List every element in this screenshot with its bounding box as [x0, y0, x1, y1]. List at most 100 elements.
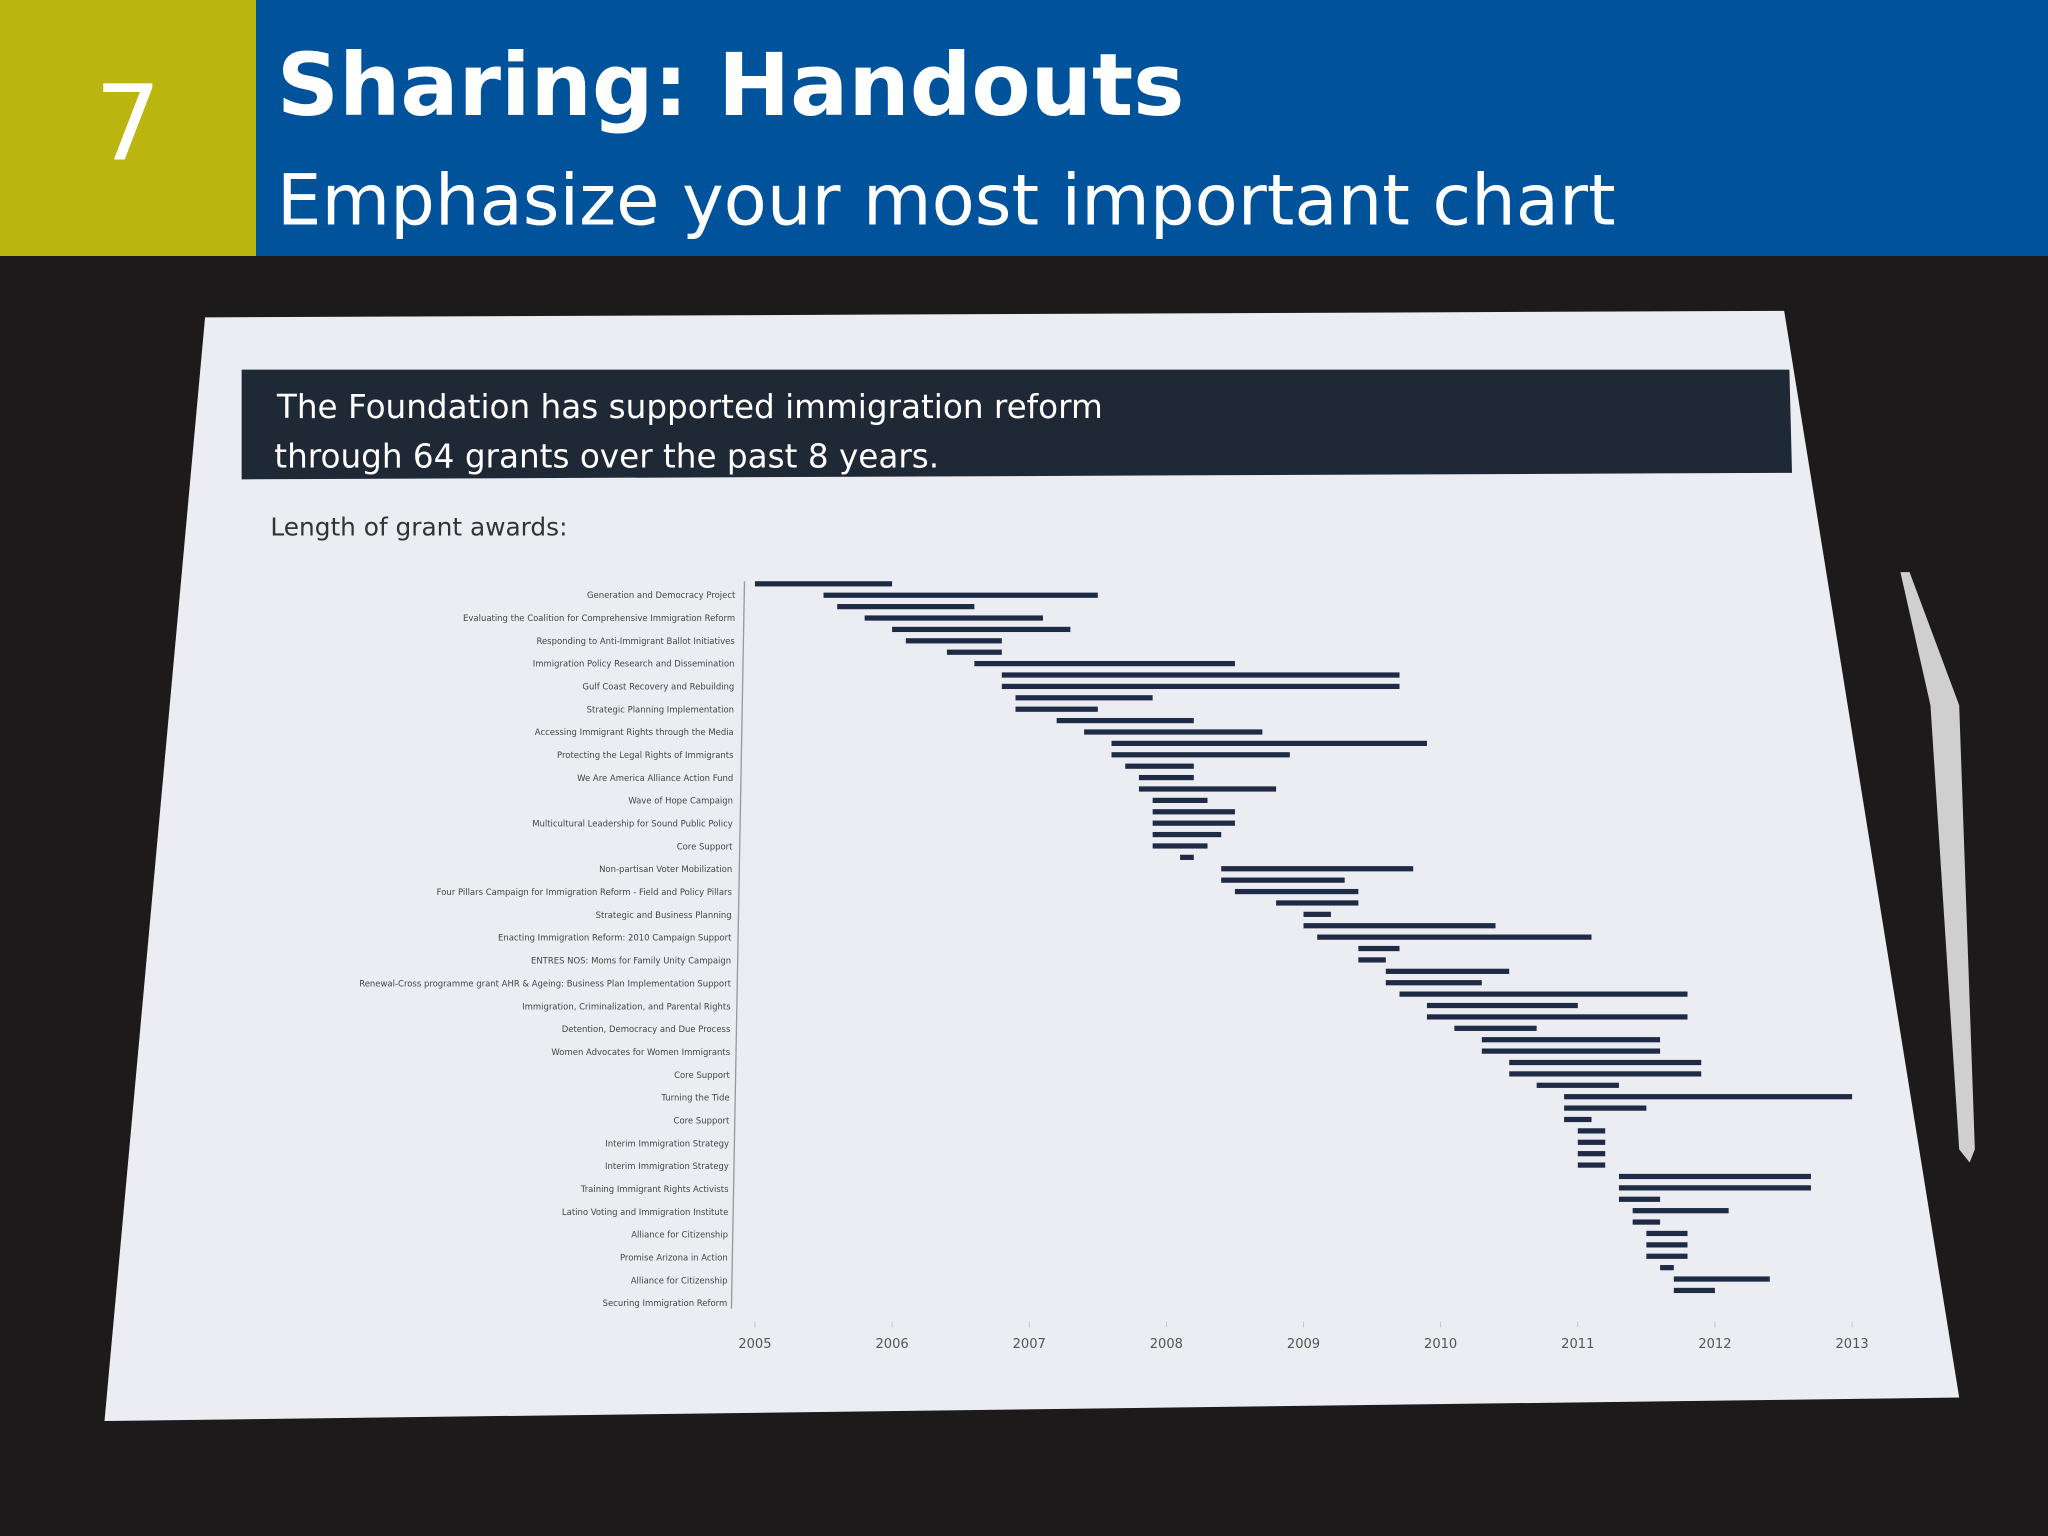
grant-bar	[1111, 740, 1427, 747]
slide-subtitle: Emphasize your most important chart	[277, 160, 1616, 242]
slide-title: Sharing: Handouts	[277, 36, 1185, 136]
row-label: Immigration Policy Research and Dissemin…	[533, 659, 735, 669]
row-label: Responding to Anti-Immigrant Ballot Init…	[536, 636, 734, 646]
grant-bar	[1564, 1116, 1592, 1123]
row-label: Renewal-Cross programme grant AHR & Agei…	[359, 978, 731, 988]
grant-bar	[1015, 695, 1153, 701]
grant-bar	[1358, 945, 1400, 952]
x-tick-label: 2011	[1561, 1337, 1594, 1352]
grant-bar	[1152, 820, 1235, 826]
row-label: Latino Voting and Immigration Institute	[562, 1207, 728, 1217]
row-label: Multicultural Leadership for Sound Publi…	[532, 819, 733, 829]
row-label: Non-partisan Voter Mobilization	[599, 864, 732, 874]
row-label: Enacting Immigration Reform: 2010 Campai…	[498, 933, 732, 943]
x-tick-label: 2005	[738, 1337, 771, 1352]
grant-bar	[1399, 991, 1688, 997]
grant-bar	[823, 592, 1098, 598]
x-tick-label: 2008	[1150, 1337, 1183, 1352]
grant-bar	[1234, 888, 1359, 895]
number-box	[0, 0, 256, 256]
banner-line: The Foundation has supported immigration…	[276, 388, 1103, 426]
grant-bar	[1138, 786, 1277, 792]
grant-bar	[1426, 1014, 1688, 1020]
grant-bar	[1111, 752, 1290, 758]
grant-bar	[1618, 1196, 1661, 1202]
grant-bar	[892, 626, 1071, 633]
grant-bar	[974, 661, 1235, 667]
axis-line	[730, 581, 746, 1309]
grant-bar	[1221, 877, 1345, 883]
grant-bar	[864, 615, 1043, 621]
banner-line: through 64 grants over the past 8 years.	[274, 438, 939, 476]
handout-paper	[104, 310, 1960, 1422]
grant-bar	[754, 581, 893, 587]
grant-bar	[1001, 683, 1400, 690]
row-label: Strategic and Business Planning	[596, 910, 732, 920]
grant-bar	[1509, 1059, 1702, 1066]
chart-caption: Length of grant awards:	[270, 513, 567, 542]
row-label: Generation and Democracy Project	[587, 590, 736, 600]
x-tick-label: 2007	[1013, 1337, 1046, 1352]
grant-bar	[1481, 1037, 1661, 1043]
row-label: Detention, Democracy and Due Process	[562, 1024, 731, 1034]
grant-bar	[1426, 1002, 1578, 1009]
grant-bar	[1577, 1151, 1606, 1157]
row-label: Wave of Hope Campaign	[628, 796, 733, 806]
grant-bar	[1138, 774, 1194, 781]
grant-bar	[1385, 980, 1482, 986]
gantt-chart: 2005 2006 2007 2008 2009 2010 2011 2012 2013 Gene…	[359, 581, 1869, 1352]
row-label: Core Support	[674, 1070, 730, 1080]
row-label: Alliance for Citizenship	[631, 1230, 728, 1240]
grant-bar	[1317, 934, 1592, 940]
grant-bar	[1276, 900, 1359, 906]
row-label: Protecting the Legal Rights of Immigrant…	[557, 750, 733, 760]
grant-bar	[1577, 1128, 1606, 1134]
grant-bar	[1152, 797, 1208, 803]
grant-bar	[1673, 1287, 1715, 1294]
grant-bar	[1646, 1253, 1688, 1259]
grant-bar	[1152, 831, 1222, 838]
grant-bar	[946, 649, 1002, 655]
x-tick-label: 2009	[1287, 1337, 1320, 1352]
grant-bar	[1180, 854, 1194, 860]
x-tick-label: 2012	[1698, 1337, 1731, 1352]
row-label: Four Pillars Campaign for Immigration Re…	[437, 887, 732, 897]
grant-bar	[1632, 1219, 1661, 1225]
grant-bar	[1015, 706, 1098, 712]
grant-bar	[1577, 1139, 1606, 1145]
row-label: ENTRES NOS: Moms for Family Unity Campai…	[531, 956, 731, 966]
slide-number: 7	[95, 62, 161, 184]
grant-bar	[1564, 1105, 1647, 1111]
title-bar	[256, 0, 2048, 256]
grant-bar	[1646, 1242, 1688, 1248]
grant-bar	[1454, 1025, 1537, 1031]
grant-bar	[1056, 717, 1194, 724]
grant-bar	[1632, 1208, 1729, 1214]
x-tick-label: 2006	[875, 1337, 908, 1352]
grant-bar	[1125, 763, 1194, 769]
row-label: Strategic Planning Implementation	[587, 704, 734, 714]
grant-bar	[1152, 809, 1235, 815]
grant-bar	[1577, 1162, 1606, 1168]
grant-bar	[1660, 1265, 1674, 1271]
grant-bar	[1618, 1173, 1811, 1180]
row-label: Accessing Immigrant Rights through the M…	[535, 727, 734, 737]
row-label: Gulf Coast Recovery and Rebuilding	[582, 682, 734, 692]
row-label: Promise Arizona in Action	[620, 1252, 728, 1262]
row-label: Evaluating the Coalition for Comprehensi…	[463, 613, 735, 623]
grant-bar	[1084, 729, 1263, 735]
grant-bar	[1358, 957, 1386, 963]
grant-bar	[1536, 1082, 1619, 1088]
x-tick-label: 2013	[1835, 1337, 1868, 1352]
grant-bar	[1303, 923, 1496, 929]
grant-bar	[905, 638, 1002, 644]
pen	[1900, 572, 1975, 1163]
row-label: Turning the Tide	[660, 1093, 729, 1103]
grant-bar	[1673, 1276, 1770, 1282]
grant-bar	[1001, 672, 1400, 678]
grant-bar	[1385, 968, 1510, 974]
x-tick-label: 2010	[1424, 1337, 1457, 1352]
row-label: Interim Immigration Strategy	[605, 1138, 729, 1148]
row-label: Immigration, Criminalization, and Parent…	[522, 1001, 731, 1011]
